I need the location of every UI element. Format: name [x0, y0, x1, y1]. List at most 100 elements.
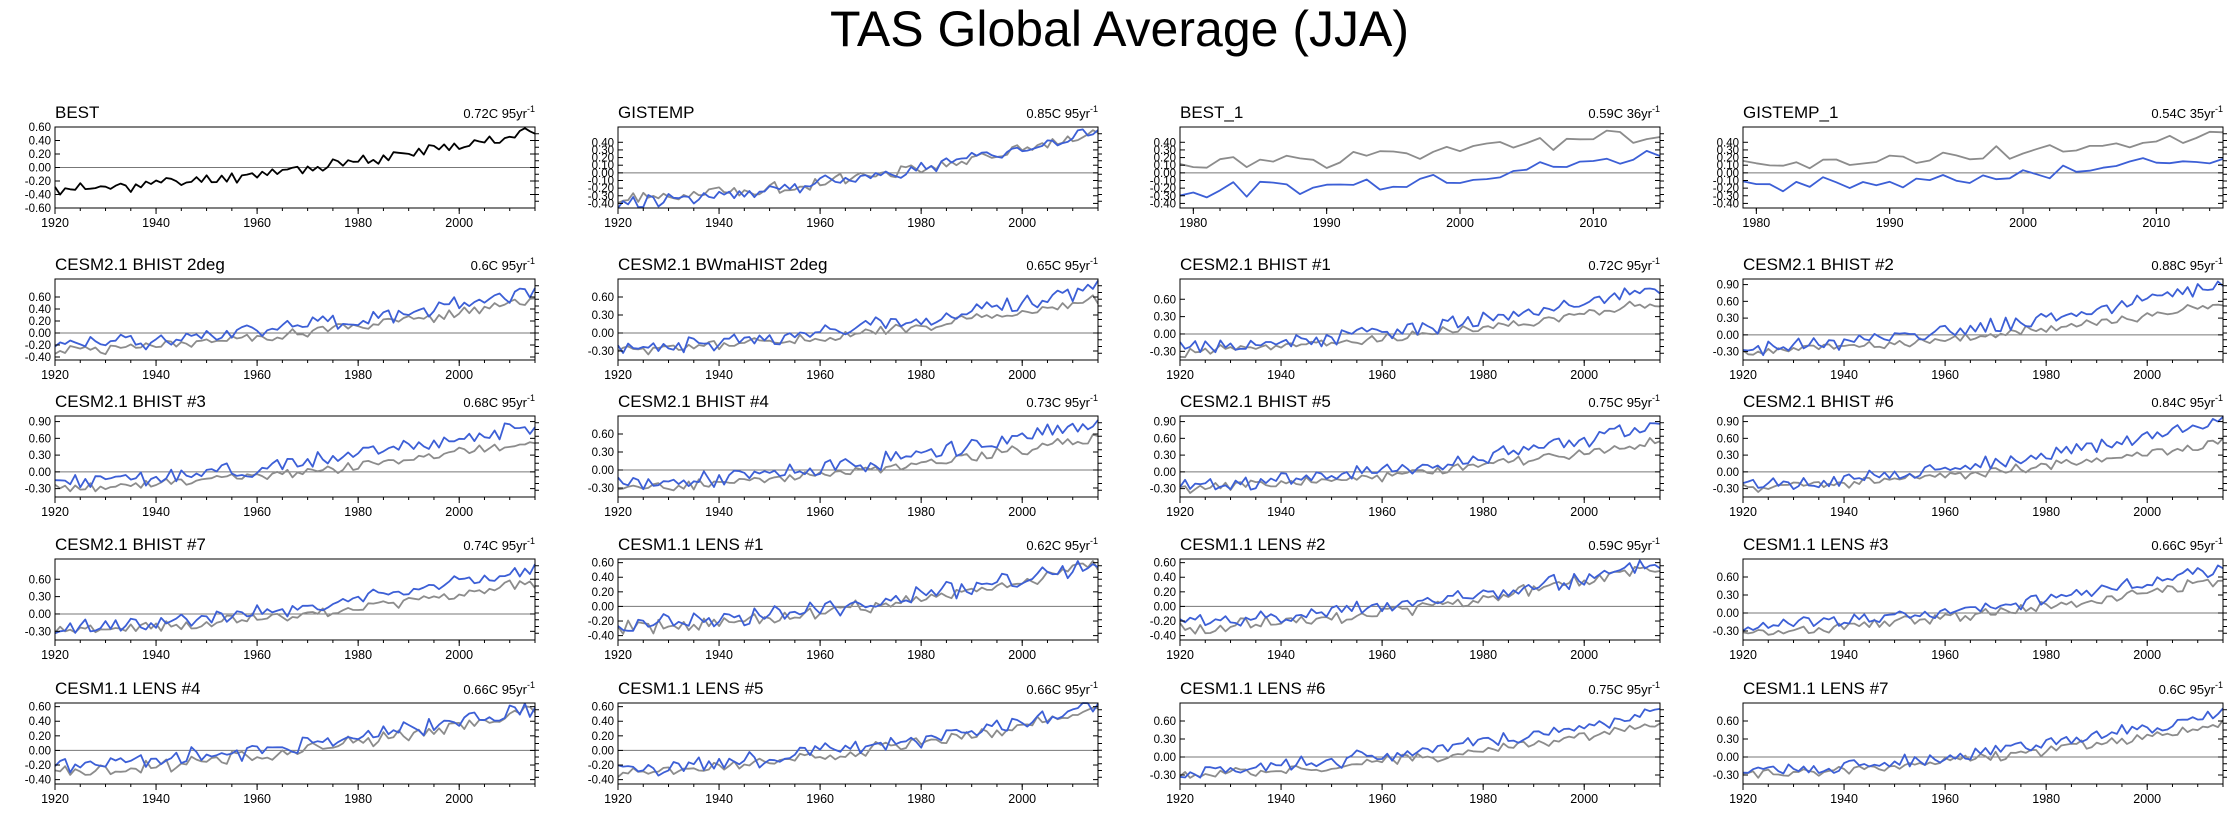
x-tick-label: 2000 [1570, 792, 1598, 806]
panel-cesm2-1-bhist-1: CESM2.1 BHIST #1 0.72C 95yr-1 0.60 0.30 0.00… [1150, 255, 1664, 382]
trend-exponent: -1 [1652, 680, 1660, 690]
trend-value: 0.74C 95yr [463, 538, 527, 553]
series-line-model [54, 422, 536, 489]
y-tick-label: -0.20 [25, 340, 51, 352]
x-tick-label: 1960 [806, 792, 834, 806]
x-tick-label: 2000 [1008, 368, 1036, 382]
x-tick-label: 1940 [142, 216, 170, 230]
trend-label: 0.88C 95yr-1 [2151, 256, 2223, 273]
y-tick-label: 0.00 [1154, 168, 1176, 180]
trend-value: 0.54C 35yr [2151, 106, 2215, 121]
panel-cesm1-1-lens-4: CESM1.1 LENS #4 0.66C 95yr-1 0.60 0.40 0.20 0… [25, 679, 539, 806]
y-tick-label: 0.00 [29, 467, 51, 479]
x-tick-label: 1920 [604, 792, 632, 806]
y-tick-label: -0.20 [25, 176, 51, 188]
y-tick-label: -0.20 [1150, 183, 1176, 195]
y-tick-label: -0.30 [1713, 347, 1739, 359]
series-line-model [1742, 280, 2224, 357]
series-line-model [1742, 157, 2224, 193]
plot-frame [617, 278, 1099, 361]
trend-value: 0.66C 95yr [463, 682, 527, 697]
x-tick-label: 1960 [1931, 792, 1959, 806]
y-tick-label: 0.60 [1717, 572, 1739, 584]
x-tick-label: 1980 [344, 216, 372, 230]
series-line-model [617, 128, 1099, 209]
series-line-reference [1742, 130, 2224, 170]
y-tick-label: -0.30 [25, 626, 51, 638]
y-tick-label: 0.30 [1154, 312, 1176, 324]
y-tick-label: 0.00 [1717, 330, 1739, 342]
panel-title: CESM1.1 LENS #5 [618, 679, 764, 698]
y-tick-label: 0.30 [592, 310, 614, 322]
panel-title: CESM1.1 LENS #7 [1743, 679, 1889, 698]
y-tick-label: 0.60 [29, 433, 51, 445]
x-tick-label: 1920 [41, 792, 69, 806]
trend-value: 0.88C 95yr [2151, 258, 2215, 273]
x-tick-label: 1920 [1729, 368, 1757, 382]
panel-cesm1-1-lens-2: CESM1.1 LENS #2 0.59C 95yr-1 0.60 0.40 0.20 0… [1150, 535, 1664, 662]
y-tick-label: -0.40 [25, 190, 51, 202]
series-line-reference [617, 433, 1099, 492]
trend-label: 0.54C 35yr-1 [2151, 104, 2223, 121]
y-tick-label: 0.40 [29, 716, 51, 728]
x-tick-label: 1920 [1729, 792, 1757, 806]
panel-title: GISTEMP_1 [1743, 103, 1838, 122]
trend-exponent: -1 [1090, 393, 1098, 403]
x-tick-label: 2000 [2009, 216, 2037, 230]
x-tick-label: 1980 [907, 368, 935, 382]
y-tick-label: 0.60 [1154, 433, 1176, 445]
series-line-model [1179, 559, 1661, 627]
series-line-observed [54, 127, 536, 196]
y-tick-label: -0.30 [588, 191, 614, 203]
trend-label: 0.84C 95yr-1 [2151, 393, 2223, 410]
series-line-model [1179, 708, 1661, 779]
trend-exponent: -1 [1090, 256, 1098, 266]
panel-title: CESM1.1 LENS #6 [1180, 679, 1326, 698]
panel-cesm1-1-lens-6: CESM1.1 LENS #6 0.75C 95yr-1 0.60 0.30 0.00 -… [1150, 679, 1664, 806]
y-tick-label: 0.00 [1154, 329, 1176, 341]
y-tick-label: 0.20 [592, 587, 614, 599]
y-tick-label: 0.90 [1717, 280, 1739, 292]
y-tick-label: -0.30 [1150, 484, 1176, 496]
x-tick-label: 1920 [1166, 505, 1194, 519]
y-tick-label: 0.60 [592, 429, 614, 441]
series-line-reference [617, 129, 1099, 204]
x-tick-label: 2000 [1008, 648, 1036, 662]
y-tick-label: -0.20 [588, 616, 614, 628]
panel-title: CESM2.1 BHIST 2deg [55, 255, 225, 274]
x-tick-label: 1960 [1368, 648, 1396, 662]
series-line-model [1179, 150, 1661, 199]
y-tick-label: 0.00 [1717, 752, 1739, 764]
y-tick-label: 0.30 [1154, 734, 1176, 746]
y-tick-label: 0.30 [1717, 313, 1739, 325]
x-tick-label: 1960 [806, 368, 834, 382]
y-tick-label: 0.40 [1154, 572, 1176, 584]
trend-exponent: -1 [1652, 536, 1660, 546]
trend-value: 0.72C 95yr [463, 106, 527, 121]
x-tick-label: 1940 [142, 648, 170, 662]
x-tick-label: 2000 [445, 505, 473, 519]
x-tick-label: 1920 [41, 368, 69, 382]
series-line-reference [1179, 722, 1661, 779]
trend-value: 0.6C 95yr [2159, 682, 2216, 697]
trend-exponent: -1 [1652, 104, 1660, 114]
panel-cesm1-1-lens-3: CESM1.1 LENS #3 0.66C 95yr-1 0.60 0.30 0.00 -… [1713, 535, 2227, 662]
x-tick-label: 1940 [705, 792, 733, 806]
x-tick-label: 2010 [2142, 216, 2170, 230]
y-tick-label: 0.60 [1154, 294, 1176, 306]
trend-exponent: -1 [527, 393, 535, 403]
panel-cesm2-1-bhist-3: CESM2.1 BHIST #3 0.68C 95yr-1 0.90 0.60 0.30… [25, 392, 539, 519]
x-tick-label: 2000 [445, 368, 473, 382]
trend-exponent: -1 [527, 256, 535, 266]
panel-title: CESM1.1 LENS #2 [1180, 535, 1326, 554]
x-tick-label: 1940 [142, 505, 170, 519]
x-tick-label: 1980 [2032, 648, 2060, 662]
x-tick-label: 1990 [1313, 216, 1341, 230]
x-tick-label: 1960 [806, 648, 834, 662]
x-tick-label: 1920 [41, 648, 69, 662]
y-tick-label: 0.00 [29, 609, 51, 621]
x-tick-label: 1940 [1267, 368, 1295, 382]
x-tick-label: 1940 [705, 216, 733, 230]
y-tick-label: -0.20 [25, 760, 51, 772]
x-tick-label: 1980 [344, 505, 372, 519]
